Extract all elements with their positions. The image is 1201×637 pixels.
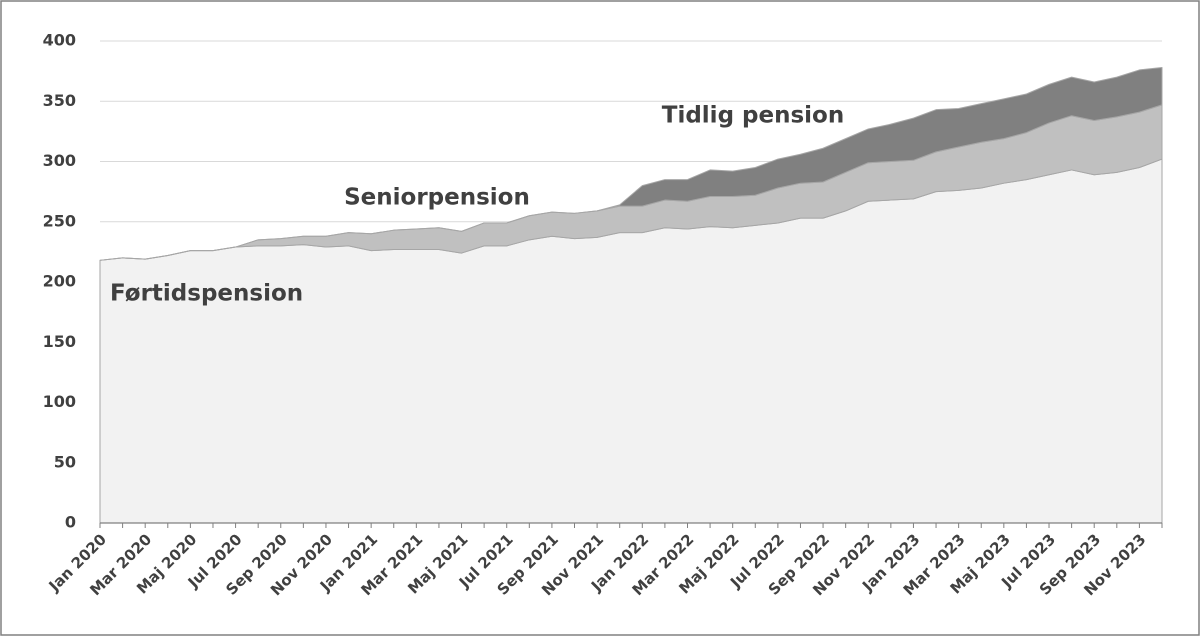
y-tick-label: 150 bbox=[43, 332, 76, 351]
series-label: Seniorpension bbox=[344, 185, 530, 211]
y-tick-label: 350 bbox=[43, 91, 76, 110]
y-tick-label: 100 bbox=[43, 392, 76, 411]
y-tick-label: 300 bbox=[43, 151, 76, 170]
series-label: Tidlig pension bbox=[662, 103, 844, 129]
y-tick-label: 0 bbox=[65, 513, 76, 532]
y-tick-label: 400 bbox=[43, 31, 76, 50]
y-tick-label: 250 bbox=[43, 211, 76, 230]
y-tick-label: 50 bbox=[54, 452, 76, 471]
area bbox=[99, 67, 1163, 261]
series-label: Førtidspension bbox=[110, 281, 303, 307]
y-tick-label: 200 bbox=[43, 272, 76, 291]
